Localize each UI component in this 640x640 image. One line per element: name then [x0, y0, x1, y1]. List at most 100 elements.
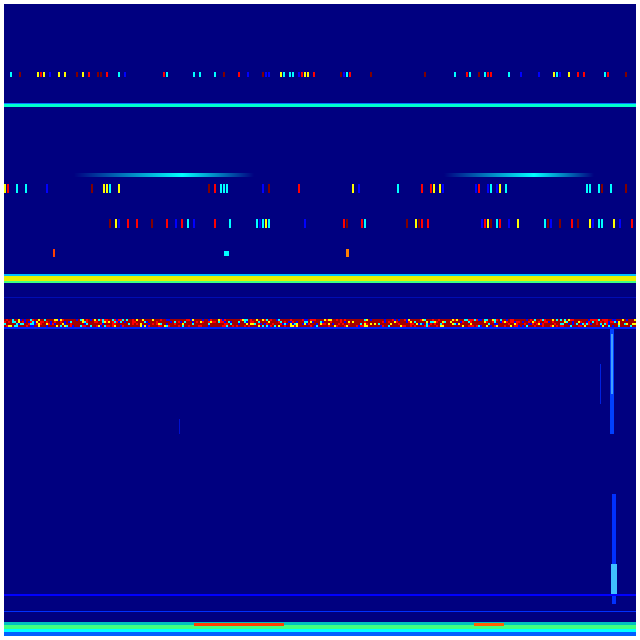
heatmap-cell [260, 321, 262, 323]
heatmap-cell [118, 321, 120, 323]
heatmap-cell [280, 72, 282, 77]
heatmap-cell [487, 219, 489, 228]
heatmap-cell [170, 319, 172, 321]
heatmap-cell [92, 323, 94, 325]
heatmap-cell [520, 325, 522, 327]
heatmap-cell [16, 325, 18, 327]
heatmap-cell [80, 321, 82, 323]
heatmap-cell [144, 319, 146, 321]
heatmap-cell [343, 219, 345, 228]
heatmap-cell [136, 325, 138, 327]
heatmap-cell [196, 321, 198, 323]
heatmap-cell [24, 319, 26, 321]
heatmap-cell [442, 323, 444, 325]
heatmap-cell [601, 184, 603, 193]
heatmap-cell [554, 323, 556, 325]
heatmap-cell [586, 323, 588, 325]
heatmap-cell [52, 323, 54, 325]
heatmap-cell [380, 321, 382, 323]
heatmap-cell [46, 325, 48, 327]
heatmap-cell [544, 325, 546, 327]
heatmap-band [4, 281, 636, 283]
heatmap-cell [430, 321, 432, 323]
heatmap-cell [106, 321, 108, 323]
heatmap-cell [398, 325, 400, 327]
heatmap-cell [534, 325, 536, 327]
heatmap-cell [140, 321, 142, 323]
heatmap-cell [510, 321, 512, 323]
heatmap-cell [56, 325, 58, 327]
heatmap-cell [364, 321, 366, 323]
heatmap-cell [314, 321, 316, 323]
heatmap-cell [288, 323, 290, 325]
heatmap-cell [258, 321, 260, 323]
heatmap-cell [536, 325, 538, 327]
heatmap-cell [276, 321, 278, 323]
heatmap-cell [116, 323, 118, 325]
heatmap-plot [4, 4, 636, 636]
heatmap-cell [564, 321, 566, 323]
heatmap-cell [8, 321, 10, 323]
heatmap-cell [418, 219, 420, 228]
heatmap-cell [496, 321, 498, 323]
heatmap-cell [54, 321, 56, 323]
heatmap-cell [76, 325, 78, 327]
heatmap-cell [24, 321, 26, 323]
heatmap-cell [150, 319, 152, 321]
heatmap-cell [151, 219, 153, 228]
heatmap-cell [68, 319, 70, 321]
heatmap-cell [612, 323, 614, 325]
heatmap-cell [228, 321, 230, 323]
heatmap-cell [556, 319, 558, 321]
heatmap-cell [412, 325, 414, 327]
heatmap-cell [288, 319, 290, 321]
heatmap-cell [30, 321, 32, 323]
heatmap-cell [486, 325, 488, 327]
heatmap-cell [524, 321, 526, 323]
heatmap-cell [212, 323, 214, 325]
heatmap-cell [320, 319, 322, 321]
heatmap-cell [444, 323, 446, 325]
heatmap-cell [280, 319, 282, 321]
heatmap-cell [22, 323, 24, 325]
heatmap-cell [588, 321, 590, 323]
heatmap-cell [454, 323, 456, 325]
heatmap-cell [152, 321, 154, 323]
heatmap-cell [598, 323, 600, 325]
heatmap-cell [274, 323, 276, 325]
heatmap-cell [418, 323, 420, 325]
heatmap-cell [184, 325, 186, 327]
heatmap-band [4, 297, 636, 298]
heatmap-cell [284, 319, 286, 321]
heatmap-cell [474, 319, 476, 321]
heatmap-cell [526, 323, 528, 325]
heatmap-cell [166, 325, 168, 327]
heatmap-cell [508, 325, 510, 327]
heatmap-cell [480, 319, 482, 321]
heatmap-cell [382, 323, 384, 325]
heatmap-cell [104, 325, 106, 327]
heatmap-cell [396, 321, 398, 323]
heatmap-cell [446, 325, 448, 327]
heatmap-cell [452, 321, 454, 323]
heatmap-cell [302, 319, 304, 321]
heatmap-cell [8, 323, 10, 325]
heatmap-cell [602, 319, 604, 321]
heatmap-cell [84, 323, 86, 325]
heatmap-cell [584, 325, 586, 327]
heatmap-cell [532, 323, 534, 325]
heatmap-cell [380, 323, 382, 325]
heatmap-cell [238, 323, 240, 325]
heatmap-cell [212, 319, 214, 321]
heatmap-cell [142, 319, 144, 321]
heatmap-cell [212, 325, 214, 327]
heatmap-cell [46, 184, 48, 193]
heatmap-cell [610, 325, 612, 327]
heatmap-cell [70, 319, 72, 321]
heatmap-cell [112, 321, 114, 323]
heatmap-cell [228, 325, 230, 327]
heatmap-cell [396, 323, 398, 325]
heatmap-cell [378, 319, 380, 321]
heatmap-cell [428, 325, 430, 327]
heatmap-cell [350, 325, 352, 327]
